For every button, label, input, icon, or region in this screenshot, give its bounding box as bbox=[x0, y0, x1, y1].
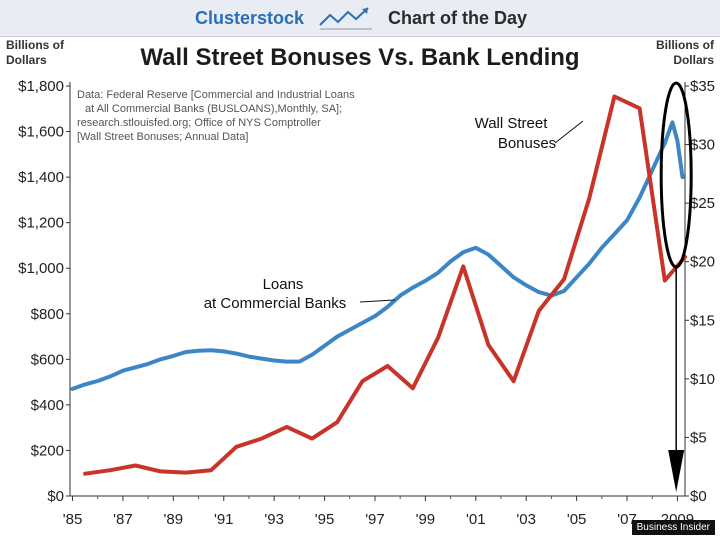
left-unit-line-1: Billions of bbox=[6, 38, 64, 52]
x-tick-label: '99 bbox=[416, 511, 436, 528]
y-right-tick-label: $10 bbox=[690, 371, 715, 388]
x-tick-label: '95 bbox=[315, 511, 335, 528]
trend-arrow-icon bbox=[319, 7, 372, 30]
chart-axes: $0 $200 $400 $600 $800 $1,000 $1,200 $1,400 $1,6… bbox=[18, 78, 715, 528]
x-tick-label: '91 bbox=[214, 511, 234, 528]
x-tick-label: '01 bbox=[466, 511, 486, 528]
chart-of-the-day-label: Chart of the Day bbox=[388, 8, 528, 28]
y-right-tick-label: $5 bbox=[690, 429, 707, 446]
bonuses-series-label: Bonuses bbox=[498, 135, 556, 152]
source-line: at All Commercial Banks (BUSLOANS),Month… bbox=[85, 103, 343, 115]
left-axis-unit-label: Billions of Dollars bbox=[6, 38, 64, 68]
series-layer bbox=[70, 94, 687, 476]
y-right-tick-label: $30 bbox=[690, 137, 715, 154]
right-unit-line-2: Dollars bbox=[673, 53, 714, 67]
y-right-tick-label: $0 bbox=[690, 488, 707, 505]
y-left-tick-label: $1,200 bbox=[18, 215, 64, 232]
y-right-tick-label: $25 bbox=[690, 195, 715, 212]
y-right-tick-label: $15 bbox=[690, 312, 715, 329]
x-tick-label: '05 bbox=[567, 511, 587, 528]
right-unit-line-1: Billions of bbox=[656, 38, 714, 52]
left-unit-line-2: Dollars bbox=[6, 53, 47, 67]
loans-series-label: at Commercial Banks bbox=[204, 295, 347, 312]
x-tick-label: '93 bbox=[264, 511, 284, 528]
loans-leader-line bbox=[359, 299, 396, 303]
x-tick-label: '89 bbox=[164, 511, 184, 528]
loans-line bbox=[70, 120, 685, 391]
bonuses-line bbox=[83, 94, 687, 476]
header-bar: Clusterstock Chart of the Day bbox=[0, 0, 720, 37]
bonuses-series-label: Wall Street bbox=[475, 115, 549, 132]
x-tick-label: '03 bbox=[516, 511, 536, 528]
y-left-tick-label: $1,800 bbox=[18, 78, 64, 95]
source-line: research.stlouisfed.org; Office of NYS C… bbox=[77, 117, 321, 129]
highlight-ellipse bbox=[659, 81, 693, 269]
y-left-tick-label: $0 bbox=[47, 488, 64, 505]
y-left-tick-label: $800 bbox=[31, 306, 64, 323]
credit-badge: Business Insider bbox=[631, 520, 715, 535]
bonuses-leader-line bbox=[554, 120, 584, 144]
source-note: Data: Federal Reserve [Commercial and In… bbox=[77, 88, 407, 144]
down-arrow-head bbox=[668, 450, 685, 492]
y-left-tick-label: $1,600 bbox=[18, 124, 64, 141]
annotation-layer: Loans at Commercial Banks Wall Street Bonus… bbox=[204, 81, 693, 492]
x-tick-label: '97 bbox=[365, 511, 385, 528]
y-left-tick-label: $600 bbox=[31, 351, 64, 368]
y-left-tick-label: $1,400 bbox=[18, 169, 64, 186]
loans-series-label: Loans bbox=[263, 276, 304, 293]
right-axis-unit-label: Billions of Dollars bbox=[656, 38, 714, 68]
x-tick-label: '85 bbox=[63, 511, 83, 528]
y-left-tick-label: $1,000 bbox=[18, 260, 64, 277]
chart-title: Wall Street Bonuses Vs. Bank Lending bbox=[140, 44, 580, 71]
y-left-tick-label: $200 bbox=[31, 442, 64, 459]
y-left-tick-label: $400 bbox=[31, 397, 64, 414]
source-line: Data: Federal Reserve [Commercial and In… bbox=[77, 89, 355, 101]
x-tick-label: '87 bbox=[113, 511, 133, 528]
source-line: [Wall Street Bonuses; Annual Data] bbox=[77, 131, 249, 143]
y-right-tick-label: $20 bbox=[690, 254, 715, 271]
y-right-tick-label: $35 bbox=[690, 78, 715, 95]
brand-name: Clusterstock bbox=[195, 8, 305, 28]
